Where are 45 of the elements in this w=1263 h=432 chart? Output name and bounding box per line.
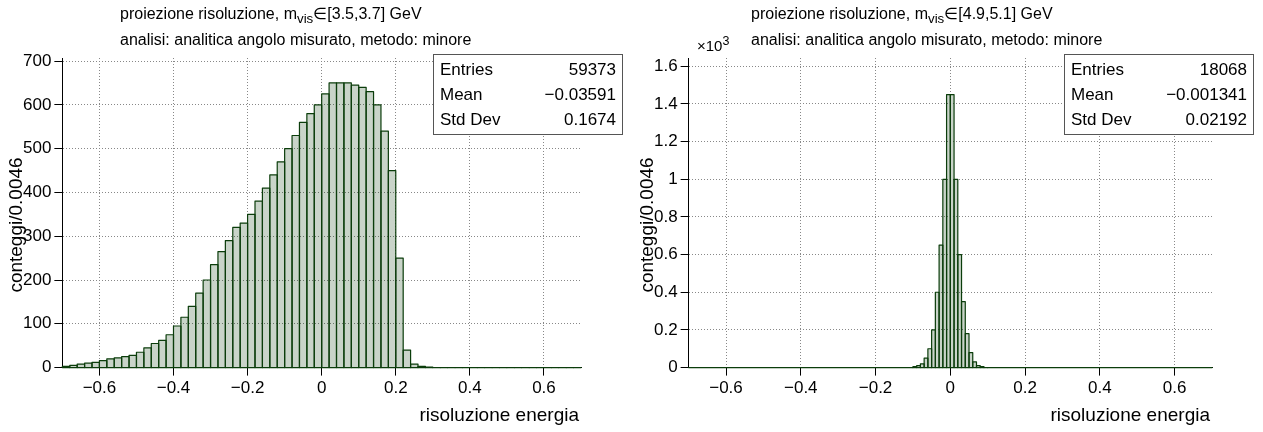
x-axis-title: risoluzione energia [1050, 404, 1210, 426]
annotation: Std Dev [1071, 109, 1132, 131]
x-tick-label: −0.6 [709, 378, 743, 398]
chart-title: proiezione risoluzione, m$_{vis}$∈[3.5,3.7] GeV [120, 4, 422, 27]
annotation: −0.001341 [1166, 84, 1247, 106]
x-tick-label: −0.6 [82, 378, 117, 398]
y-tick-label: 100 [22, 313, 52, 333]
x-tick-label: 0.4 [458, 378, 482, 398]
annotation: 0.1674 [564, 109, 616, 131]
chart-title: proiezione risoluzione, m$_{vis}$∈[4.9,5.1] GeV [751, 4, 1053, 27]
text: ×10$^{3}$ [697, 34, 730, 54]
y-tick-label: 1.6 [653, 55, 678, 75]
y-tick-label: 700 [22, 50, 52, 70]
x-tick-label: 0.2 [1013, 378, 1037, 398]
x-tick-label: 0.6 [1162, 378, 1187, 398]
y-tick-label: 0 [668, 357, 678, 377]
y-tick-label: 1 [668, 168, 678, 188]
annotation: 0.02192 [1185, 109, 1247, 131]
chart-subtitle: analisi: analitica angolo misurato, metodo: minore [751, 31, 1103, 49]
annotation: 59373 [568, 59, 616, 81]
annotation: 18068 [1199, 59, 1247, 81]
y-tick-label: 500 [22, 138, 52, 158]
x-tick-label: 0 [316, 378, 327, 398]
annotation: Mean [1071, 84, 1114, 106]
annotation: Std Dev [440, 109, 501, 131]
y-tick-label: 600 [22, 94, 52, 114]
x-tick-label: −0.4 [784, 378, 818, 398]
x-tick-label: −0.2 [230, 378, 265, 398]
x-tick-label: 0.4 [1088, 378, 1112, 398]
y-tick-label: 0 [41, 357, 52, 377]
annotation: Entries [440, 59, 493, 81]
annotation: Mean [440, 84, 483, 106]
chart-subtitle: analisi: analitica angolo misurato, metodo: minore [120, 31, 472, 49]
x-axis-title: risoluzione energia [419, 404, 579, 426]
y-tick-label: 1.2 [653, 131, 678, 151]
annotation: Entries [1071, 59, 1124, 81]
x-tick-label: −0.2 [858, 378, 893, 398]
x-tick-label: 0.2 [383, 378, 408, 398]
y-tick-label: 200 [22, 269, 52, 289]
y-tick-label: 0.2 [653, 319, 678, 339]
x-tick-label: 0 [945, 378, 956, 398]
x-tick-label: −0.4 [156, 378, 191, 398]
y-tick-label: 1.4 [653, 93, 678, 113]
annotation: −0.03591 [544, 84, 616, 106]
x-tick-label: 0.6 [532, 378, 556, 398]
